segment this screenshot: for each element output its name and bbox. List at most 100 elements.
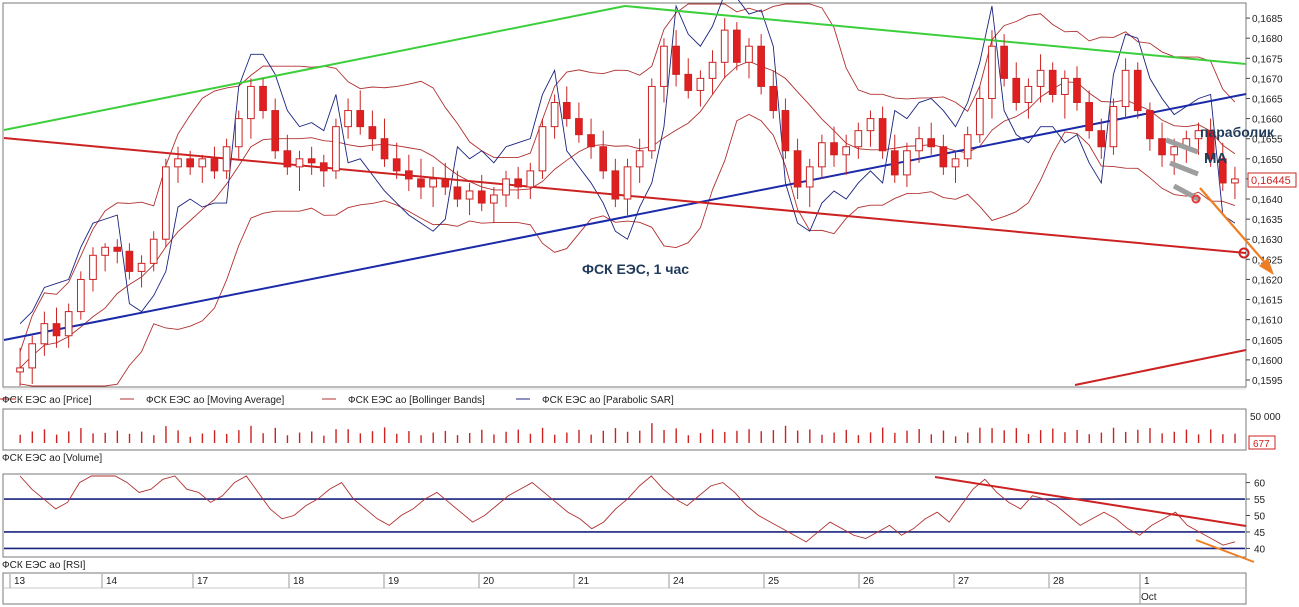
volume-bar	[298, 432, 301, 443]
candle-body	[295, 158, 304, 168]
candle-body	[89, 254, 97, 280]
volume-plot-frame	[2, 408, 1247, 451]
candle-body	[40, 323, 49, 345]
rsi-axis-tick: 55	[1254, 495, 1266, 506]
volume-bar	[1100, 432, 1103, 443]
candle-body	[696, 77, 705, 91]
legend-item: ФСК ЕЭС ао [Bollinger Bands]	[348, 395, 485, 406]
candle-body	[283, 150, 292, 168]
price-axis-tick: 0,1615	[1252, 296, 1283, 307]
candle-body	[866, 118, 875, 132]
candle-body	[793, 150, 802, 188]
candle-body	[514, 178, 523, 188]
price-axis-tick: 0,1620	[1252, 275, 1283, 286]
volume-bar	[238, 430, 240, 443]
candle-body	[939, 146, 948, 168]
volume-bar	[614, 428, 617, 443]
volume-bar	[396, 433, 398, 443]
candle-body	[392, 158, 401, 172]
volume-bar	[930, 434, 933, 443]
resistance-line-left	[3, 5, 626, 131]
candle-body	[878, 118, 887, 152]
volume-bar	[92, 433, 94, 443]
volume-bar	[213, 430, 216, 443]
volume-bar	[906, 430, 908, 443]
candle-body	[332, 126, 340, 172]
candle-body	[587, 134, 595, 148]
volume-bar	[408, 431, 410, 443]
volume-last-label: 677	[1253, 439, 1270, 450]
rsi-axis-tick: 60	[1254, 479, 1266, 490]
candle-body	[842, 146, 851, 156]
price-axis-tick: 0,1680	[1252, 34, 1283, 45]
volume-bar	[456, 435, 459, 443]
volume-bar	[116, 430, 119, 443]
volume-bar	[724, 431, 726, 443]
candle-body	[429, 178, 437, 188]
volume-bar	[760, 431, 762, 443]
volume-bar	[1027, 433, 1030, 443]
candle-body	[101, 246, 109, 256]
volume-bar	[347, 429, 349, 443]
time-axis-label: 21	[578, 576, 590, 587]
candle-body	[259, 85, 267, 112]
volume-bar	[578, 429, 580, 443]
rsi-axis-tick: 40	[1254, 544, 1266, 555]
candle-body	[963, 134, 972, 160]
rsi-forecast-arrow	[1195, 539, 1255, 563]
volume-bar	[1124, 431, 1127, 443]
volume-bar	[942, 430, 945, 443]
volume-bar	[784, 425, 787, 443]
volume-bar	[1210, 429, 1212, 443]
price-axis-tick: 0,1595	[1252, 376, 1283, 387]
annotation-parabolic: параболик	[1200, 124, 1275, 140]
volume-bar	[371, 431, 374, 443]
candle-body	[1085, 102, 1093, 132]
volume-bar	[323, 435, 325, 443]
candle-body	[1012, 77, 1021, 104]
price-axis-tick: 0,1660	[1252, 115, 1283, 126]
candle-body	[1231, 178, 1239, 184]
candle-body	[1109, 106, 1118, 148]
price-axis-tick: 0,1655	[1252, 135, 1283, 146]
volume-bar	[857, 435, 860, 443]
candle-body	[818, 142, 826, 168]
volume-bars	[19, 423, 1236, 443]
lower-channel-line	[1074, 349, 1247, 386]
volume-bar	[821, 434, 823, 443]
volume-bar	[31, 431, 34, 443]
candle-body	[307, 158, 316, 164]
resistance-line-right	[624, 5, 1247, 65]
volume-bar	[383, 427, 386, 443]
price-axis-tick: 0,1675	[1252, 54, 1283, 65]
volume-bar	[432, 432, 434, 443]
volume-bar	[68, 431, 70, 443]
annotation-ma: MA	[1204, 150, 1227, 167]
volume-bar	[201, 433, 204, 443]
volume-bar	[153, 435, 155, 443]
volume-bar	[43, 429, 46, 443]
moving-average-line	[19, 60, 1236, 369]
volume-bar	[809, 429, 811, 443]
candle-body	[319, 162, 328, 172]
volume-bar	[736, 430, 738, 443]
volume-bar	[845, 429, 847, 443]
volume-bar	[967, 432, 969, 443]
candle-body	[732, 29, 741, 63]
candle-body	[380, 138, 389, 160]
rsi-axis: 60 55 50 45 40	[1246, 479, 1266, 555]
volume-bar	[699, 433, 702, 443]
volume-bar	[566, 432, 568, 443]
price-axis-tick: 0,1640	[1252, 195, 1283, 206]
candle-body	[16, 367, 24, 373]
volume-bar	[626, 431, 629, 443]
price-axis: 0,1595 0,1600 0,1605 0,1610 0,1615 0,1620 0,16…	[1246, 14, 1283, 387]
candle-body	[453, 186, 462, 200]
volume-bar	[541, 427, 544, 443]
volume-bar	[1234, 433, 1236, 443]
price-axis-tick: 0,1635	[1252, 215, 1283, 226]
candle-body	[125, 250, 134, 272]
volume-bar	[55, 434, 58, 443]
candle-body	[465, 190, 474, 200]
volume-bar	[444, 430, 447, 443]
